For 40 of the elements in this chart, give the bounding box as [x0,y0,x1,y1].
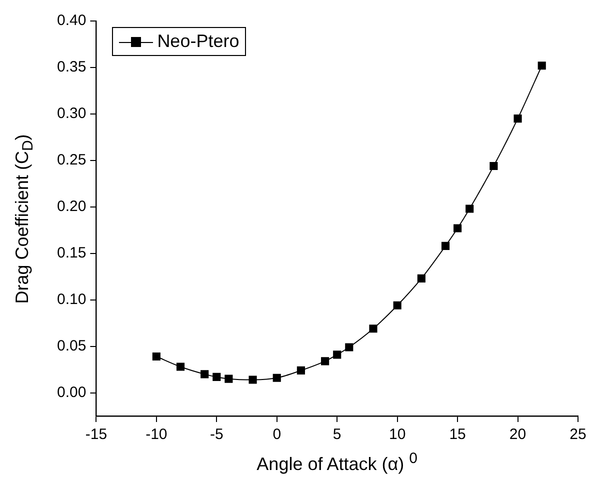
x-tick-label: -5 [210,426,224,444]
point [417,274,426,282]
point [224,374,233,383]
y-tick-label: 0.05 [56,337,86,354]
legend-label: Neo-Ptero [157,31,240,52]
point [393,301,402,310]
y-tick-label: 0.15 [56,244,86,262]
x-tick-label: 10 [388,426,406,444]
point [345,343,354,352]
point [369,324,378,333]
y-tick-label: 0.35 [56,58,86,76]
point [538,62,546,70]
point [248,376,257,384]
point [272,374,281,382]
x-tick-label: 25 [570,426,586,444]
y-tick-label: 0.10 [56,290,86,308]
x-tick-label: -15 [85,426,108,444]
x-axis-title: Angle of Attack (α) $^{0}$ [256,450,418,475]
point [200,370,209,378]
point [514,114,522,123]
point [454,224,462,232]
point [152,352,160,361]
x-tick-label: 20 [509,426,526,444]
x-tick-label: -10 [146,426,168,444]
y-tick-label: 0.30 [56,105,86,122]
x-tick-label: 0 [272,426,282,444]
y-tick-label: 0.25 [56,152,86,169]
point [176,362,185,371]
point [490,162,498,170]
y-tick-label: 0.20 [56,198,86,216]
x-tick-label: 15 [449,426,466,444]
point [296,366,305,374]
y-tick-label: 0.40 [56,12,86,30]
y-tick-label: 0.00 [56,384,86,401]
point [212,372,221,381]
point [466,204,474,213]
point [441,242,450,250]
point [321,357,330,366]
x-tick-label: 5 [332,426,342,444]
point [333,350,342,359]
